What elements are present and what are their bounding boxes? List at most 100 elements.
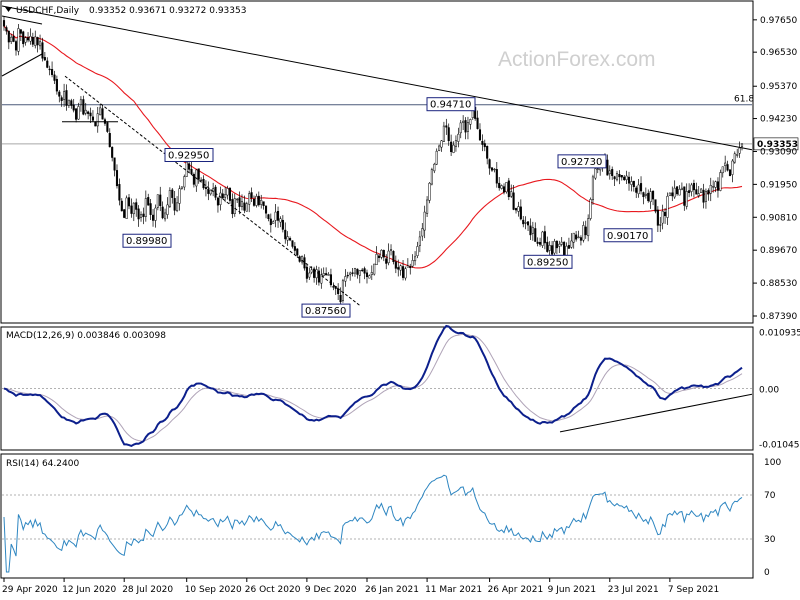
candle-body xyxy=(243,202,246,211)
candle-body xyxy=(450,141,453,153)
candle-body xyxy=(264,205,268,214)
candle-body xyxy=(344,276,347,282)
candle-body xyxy=(736,154,739,156)
candle-body xyxy=(255,195,258,206)
rsi-line xyxy=(2,474,752,573)
candle-body xyxy=(279,218,282,223)
candle-body xyxy=(478,129,482,141)
candle-body xyxy=(728,169,732,176)
candle-body xyxy=(697,193,700,197)
candle-body xyxy=(123,209,126,218)
candle-body xyxy=(704,191,707,202)
candle-body xyxy=(418,236,421,246)
candle-body xyxy=(94,121,97,127)
candle-body xyxy=(183,176,186,188)
time-tick-label: 26 Oct 2020 xyxy=(245,585,301,595)
candle-body xyxy=(173,198,176,211)
candle-body xyxy=(296,248,299,256)
candle-body xyxy=(546,241,549,252)
candle-body xyxy=(91,116,94,121)
dropdown-triangle-icon[interactable] xyxy=(5,7,12,12)
candle-body xyxy=(351,272,354,274)
candle-body xyxy=(414,256,417,262)
price-reference-lines: 61.8 0.93353 xyxy=(2,95,799,151)
candle-body xyxy=(690,184,693,192)
candle-body xyxy=(14,41,18,51)
candle-body xyxy=(53,74,56,81)
candle-body xyxy=(349,272,352,275)
candle-body xyxy=(108,133,111,148)
wedge-lower-line xyxy=(1,53,43,77)
candle-body xyxy=(156,194,159,208)
candle-body xyxy=(267,214,270,219)
candle-body xyxy=(423,211,426,231)
candle-body xyxy=(26,37,30,41)
candle-body xyxy=(305,266,308,279)
candle-body xyxy=(291,240,294,247)
candle-body xyxy=(60,97,63,101)
candle-body xyxy=(46,60,49,68)
candle-body xyxy=(389,249,393,251)
candle-body xyxy=(637,184,640,195)
candle-body xyxy=(79,99,82,105)
candle-body xyxy=(700,188,703,193)
candle-body xyxy=(115,170,119,187)
candle-body xyxy=(361,269,364,272)
candle-body xyxy=(512,192,515,210)
candle-body xyxy=(245,203,248,212)
rsi-panel: RSI(14) 64.2400 100 70 30 0 xyxy=(0,453,781,579)
candle-body xyxy=(527,221,530,226)
candle-body xyxy=(151,214,155,221)
candle-body xyxy=(615,173,619,181)
candle-body xyxy=(118,184,121,201)
candle-body xyxy=(716,181,720,191)
candle-body xyxy=(553,240,556,254)
candle-body xyxy=(630,181,633,185)
candle-body xyxy=(341,280,345,301)
rsi-axis: 100 70 30 0 xyxy=(764,458,781,578)
candle-body xyxy=(236,198,239,201)
candle-body xyxy=(34,36,37,46)
price-callout-label: 0.94710 xyxy=(430,100,471,111)
candle-body xyxy=(322,273,325,277)
candle-body xyxy=(654,199,657,212)
candle-body xyxy=(724,162,727,166)
candle-body xyxy=(190,168,193,175)
candle-body xyxy=(127,197,131,207)
candle-body xyxy=(192,174,195,185)
time-axis: 29 Apr 2020 12 Jun 2020 28 Jul 2020 10 Sep … xyxy=(2,578,719,595)
candle-body xyxy=(620,175,623,178)
candle-body xyxy=(688,190,691,193)
candle-body xyxy=(308,272,311,278)
candle-body xyxy=(77,106,80,120)
candle-body xyxy=(55,79,58,92)
candle-body xyxy=(370,272,373,275)
fib-level-label: 61.8 xyxy=(734,95,754,105)
candle-body xyxy=(380,249,383,258)
price-tick-label: 0.93090 xyxy=(760,147,797,157)
candle-body xyxy=(502,186,506,193)
candle-body xyxy=(404,268,407,279)
candle-body xyxy=(469,119,472,125)
candle-body xyxy=(644,193,647,196)
candle-body xyxy=(543,231,546,244)
candle-body xyxy=(144,198,147,217)
candle-body xyxy=(524,222,527,224)
candle-body xyxy=(591,176,595,201)
price-tick-label: 0.90810 xyxy=(760,213,797,223)
candle-body xyxy=(510,191,513,197)
candle-body xyxy=(740,143,744,147)
candle-body xyxy=(692,182,695,191)
macd-axis: 0.010935 0.00 -0.010459 xyxy=(759,328,800,450)
current-price-box xyxy=(753,137,799,151)
candle-body xyxy=(200,179,203,182)
candle-body xyxy=(260,199,263,205)
candle-body xyxy=(87,111,90,114)
candle-body xyxy=(707,190,710,195)
candle-body xyxy=(154,207,157,221)
candle-body xyxy=(399,265,402,271)
candle-body xyxy=(120,200,123,212)
candle-body xyxy=(262,201,265,206)
macd-panel: MACD(12,26,9) 0.003846 0.003098 0.010935… xyxy=(0,324,800,451)
